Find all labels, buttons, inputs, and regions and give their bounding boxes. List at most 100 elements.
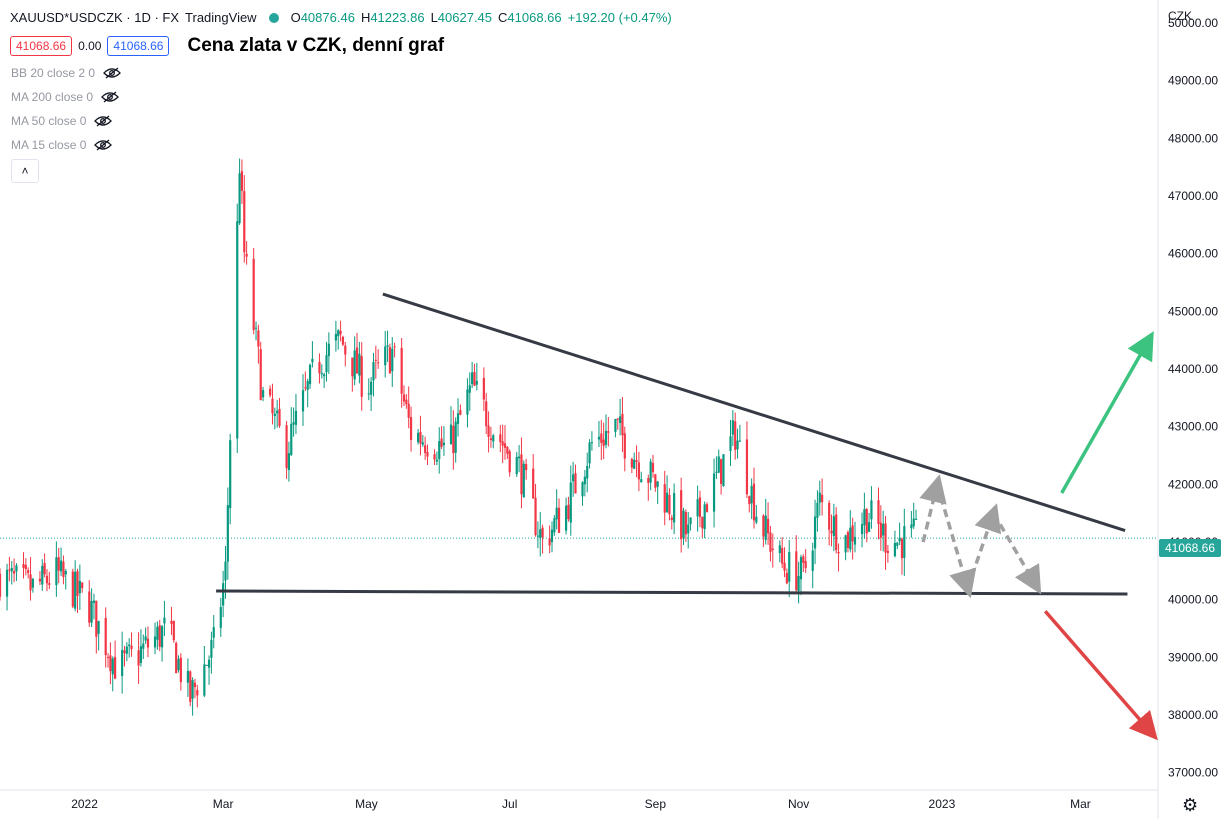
candle-body xyxy=(238,173,241,224)
candle-body xyxy=(720,459,723,484)
candle-body xyxy=(900,538,904,559)
candle-body xyxy=(179,657,182,683)
candle-body xyxy=(391,348,394,372)
candle-body xyxy=(421,442,424,445)
scenario-arrow[interactable] xyxy=(992,512,1042,595)
indicator-ma50[interactable]: MA 50 close 0 xyxy=(11,114,113,128)
candle-body xyxy=(374,359,377,361)
candle-body xyxy=(837,552,840,554)
buy-price-box[interactable]: 41068.66 xyxy=(107,36,170,56)
candle-body xyxy=(278,409,281,427)
candle-body xyxy=(564,505,568,531)
candle-body xyxy=(508,451,511,473)
scenario-arrow[interactable] xyxy=(935,483,977,599)
candle-body xyxy=(48,583,51,585)
candle-body xyxy=(518,456,521,459)
sell-price-box[interactable]: 41068.66 xyxy=(10,36,73,56)
candle-body xyxy=(738,440,741,442)
candle-body xyxy=(409,417,413,440)
candle-body xyxy=(301,390,305,412)
candle-body xyxy=(734,421,737,450)
candle-body xyxy=(304,387,307,389)
y-tick-label: 39000.00 xyxy=(1168,650,1218,664)
symbol-name[interactable]: XAUUSD*USDCZK · 1D · FX xyxy=(10,10,180,25)
bullish-breakout-arrow[interactable] xyxy=(1060,331,1154,494)
candle-body xyxy=(353,350,356,380)
candle-body xyxy=(22,564,25,568)
candle-body xyxy=(212,627,215,638)
candle-body xyxy=(308,364,312,385)
eye-hidden-icon[interactable] xyxy=(101,91,119,103)
candle-body xyxy=(290,423,293,455)
candle-body xyxy=(520,454,523,495)
candle-body xyxy=(567,504,570,520)
candle-body xyxy=(153,636,157,648)
eye-hidden-icon[interactable] xyxy=(94,115,113,127)
y-tick-label: 43000.00 xyxy=(1168,420,1218,434)
y-tick-label: 42000.00 xyxy=(1168,477,1218,491)
ohlc-open: O40876.46 xyxy=(290,10,355,25)
support-trendline[interactable] xyxy=(216,589,1128,596)
candle-body xyxy=(459,410,462,415)
candle-body xyxy=(351,357,354,377)
drawings[interactable] xyxy=(216,292,1158,741)
indicator-ma15[interactable]: MA 15 close 0 xyxy=(11,138,113,152)
candle-body xyxy=(684,512,687,535)
scenario-arrow[interactable] xyxy=(966,503,1002,589)
collapse-indicators-button[interactable]: ˄ xyxy=(11,159,39,183)
candle-body xyxy=(104,617,107,656)
candle-body xyxy=(813,516,817,549)
indicator-label: MA 15 close 0 xyxy=(11,138,87,152)
candle-body xyxy=(27,570,30,573)
candle-body xyxy=(121,649,124,677)
candle-body xyxy=(912,518,915,527)
candle-body xyxy=(574,473,577,494)
candle-body xyxy=(372,361,375,381)
eye-hidden-icon[interactable] xyxy=(103,67,121,79)
candle-body xyxy=(701,516,704,529)
candle-body xyxy=(106,656,110,658)
candle-body xyxy=(393,346,396,348)
candle-body xyxy=(405,399,408,405)
candle-body xyxy=(193,682,197,688)
y-tick-label: 44000.00 xyxy=(1168,362,1218,376)
indicator-bb[interactable]: BB 20 close 2 0 xyxy=(11,66,121,80)
candle-body xyxy=(795,551,798,591)
bearish-breakdown-arrow[interactable] xyxy=(1043,610,1158,741)
candle-body xyxy=(590,442,594,444)
candle-body xyxy=(506,446,509,454)
candle-body xyxy=(240,171,244,191)
price-axis[interactable]: 50000.00 49000.00 48000.00 47000.00 46000.00… xyxy=(1168,16,1218,780)
x-tick-label: Sep xyxy=(645,797,667,811)
candle-body xyxy=(438,441,441,460)
gear-icon[interactable]: ⚙ xyxy=(1182,795,1199,815)
time-axis[interactable]: 2022 Mar May Jul Sep Nov 2023 Mar xyxy=(71,797,1091,811)
candle-body xyxy=(769,532,772,552)
candle-body xyxy=(766,518,770,534)
indicator-label: BB 20 close 2 0 xyxy=(11,66,96,80)
indicator-label: MA 50 close 0 xyxy=(11,114,87,128)
candle-body xyxy=(670,517,673,521)
candle-body xyxy=(344,345,347,355)
candle-body xyxy=(426,451,429,457)
resistance-trendline[interactable] xyxy=(382,292,1126,532)
candle-body xyxy=(821,494,824,503)
candle-body xyxy=(781,547,784,564)
candle-body xyxy=(144,636,147,641)
candle-body xyxy=(828,502,831,530)
indicator-ma200[interactable]: MA 200 close 0 xyxy=(11,90,119,104)
candle-body xyxy=(656,481,659,487)
eye-hidden-icon[interactable] xyxy=(94,139,113,151)
candle-body xyxy=(860,524,864,535)
candle-body xyxy=(649,461,652,483)
candle-body xyxy=(705,504,709,513)
candle-body xyxy=(123,650,126,654)
candle-body xyxy=(41,565,44,585)
scenario-arrow[interactable] xyxy=(919,474,947,543)
ohlc-high: H41223.86 xyxy=(360,10,425,25)
y-tick-label: 50000.00 xyxy=(1168,16,1218,30)
y-tick-label: 45000.00 xyxy=(1168,304,1218,318)
candle-body xyxy=(226,505,229,562)
candle-body xyxy=(475,380,478,385)
